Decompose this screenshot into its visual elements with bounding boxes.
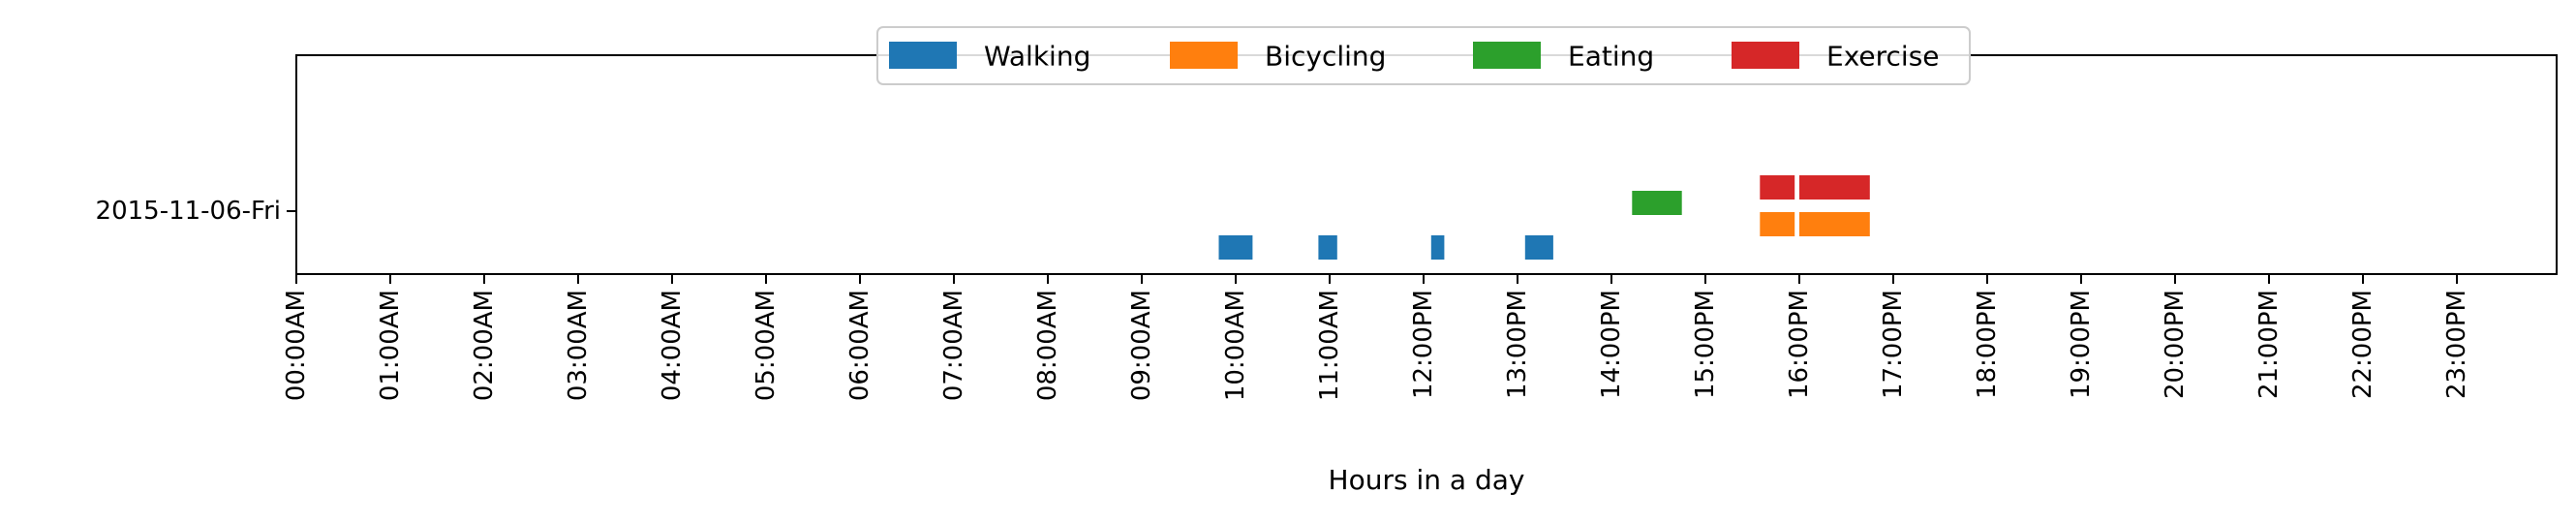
x-tick-label: 13:00PM [1503, 290, 1532, 399]
legend: Walking Bicycling Eating Exercise [876, 26, 1971, 85]
plot-area-frame [295, 54, 2558, 275]
x-axis-label: Hours in a day [1329, 464, 1525, 496]
legend-label-exercise: Exercise [1826, 41, 1940, 73]
x-tick-label: 08:00AM [1033, 290, 1062, 401]
bar-exercise-0 [1760, 175, 1795, 200]
y-tick-label: 2015-11-06-Fri [96, 197, 281, 226]
x-tick-label: 16:00PM [1785, 290, 1814, 399]
x-tick-label: 06:00AM [845, 290, 874, 401]
bar-bicycling-1 [1799, 212, 1870, 236]
chart-marks [1218, 175, 1870, 260]
legend-box [876, 26, 1971, 85]
x-tick-label: 04:00AM [658, 290, 687, 401]
bar-walking-0 [1218, 235, 1253, 260]
legend-label-eating: Eating [1568, 41, 1654, 73]
x-axis: 00:00AM 01:00AM 02:00AM 03:00AM 04:00AM 05:00… [282, 274, 2471, 401]
x-tick-label: 03:00AM [564, 290, 593, 401]
x-tick-label: 21:00PM [2254, 290, 2284, 399]
x-tick-label: 09:00AM [1127, 290, 1156, 401]
x-tick-label: 00:00AM [282, 290, 311, 401]
x-tick-label: 14:00PM [1597, 290, 1626, 399]
x-tick-label: 05:00AM [751, 290, 781, 401]
x-tick-label: 22:00PM [2348, 290, 2377, 399]
x-tick-label: 15:00PM [1691, 290, 1720, 399]
legend-swatch-walking [889, 42, 957, 69]
x-tick-label: 18:00PM [1973, 290, 2002, 399]
legend-label-bicycling: Bicycling [1265, 41, 1386, 73]
bar-bicycling-0 [1760, 212, 1795, 236]
bar-walking-1 [1318, 235, 1337, 260]
x-tick-label: 11:00AM [1315, 290, 1344, 401]
x-tick-label: 19:00PM [2067, 290, 2096, 399]
y-axis: 2015-11-06-Fri [96, 197, 296, 226]
x-tick-label: 23:00PM [2442, 290, 2471, 399]
bar-eating-0 [1632, 191, 1682, 215]
legend-label-walking: Walking [984, 41, 1090, 73]
legend-swatch-bicycling [1170, 42, 1238, 69]
x-tick-label: 12:00PM [1409, 290, 1438, 399]
bar-walking-3 [1524, 235, 1553, 260]
x-tick-label: 01:00AM [376, 290, 405, 401]
x-tick-label: 20:00PM [2161, 290, 2190, 399]
x-tick-label: 02:00AM [470, 290, 499, 401]
x-tick-label: 07:00AM [939, 290, 968, 401]
legend-swatch-eating [1473, 42, 1541, 69]
bar-exercise-1 [1799, 175, 1870, 200]
x-tick-label: 17:00PM [1879, 290, 1908, 399]
bar-walking-2 [1430, 235, 1445, 260]
x-tick-label: 10:00AM [1221, 290, 1250, 401]
legend-swatch-exercise [1732, 42, 1799, 69]
